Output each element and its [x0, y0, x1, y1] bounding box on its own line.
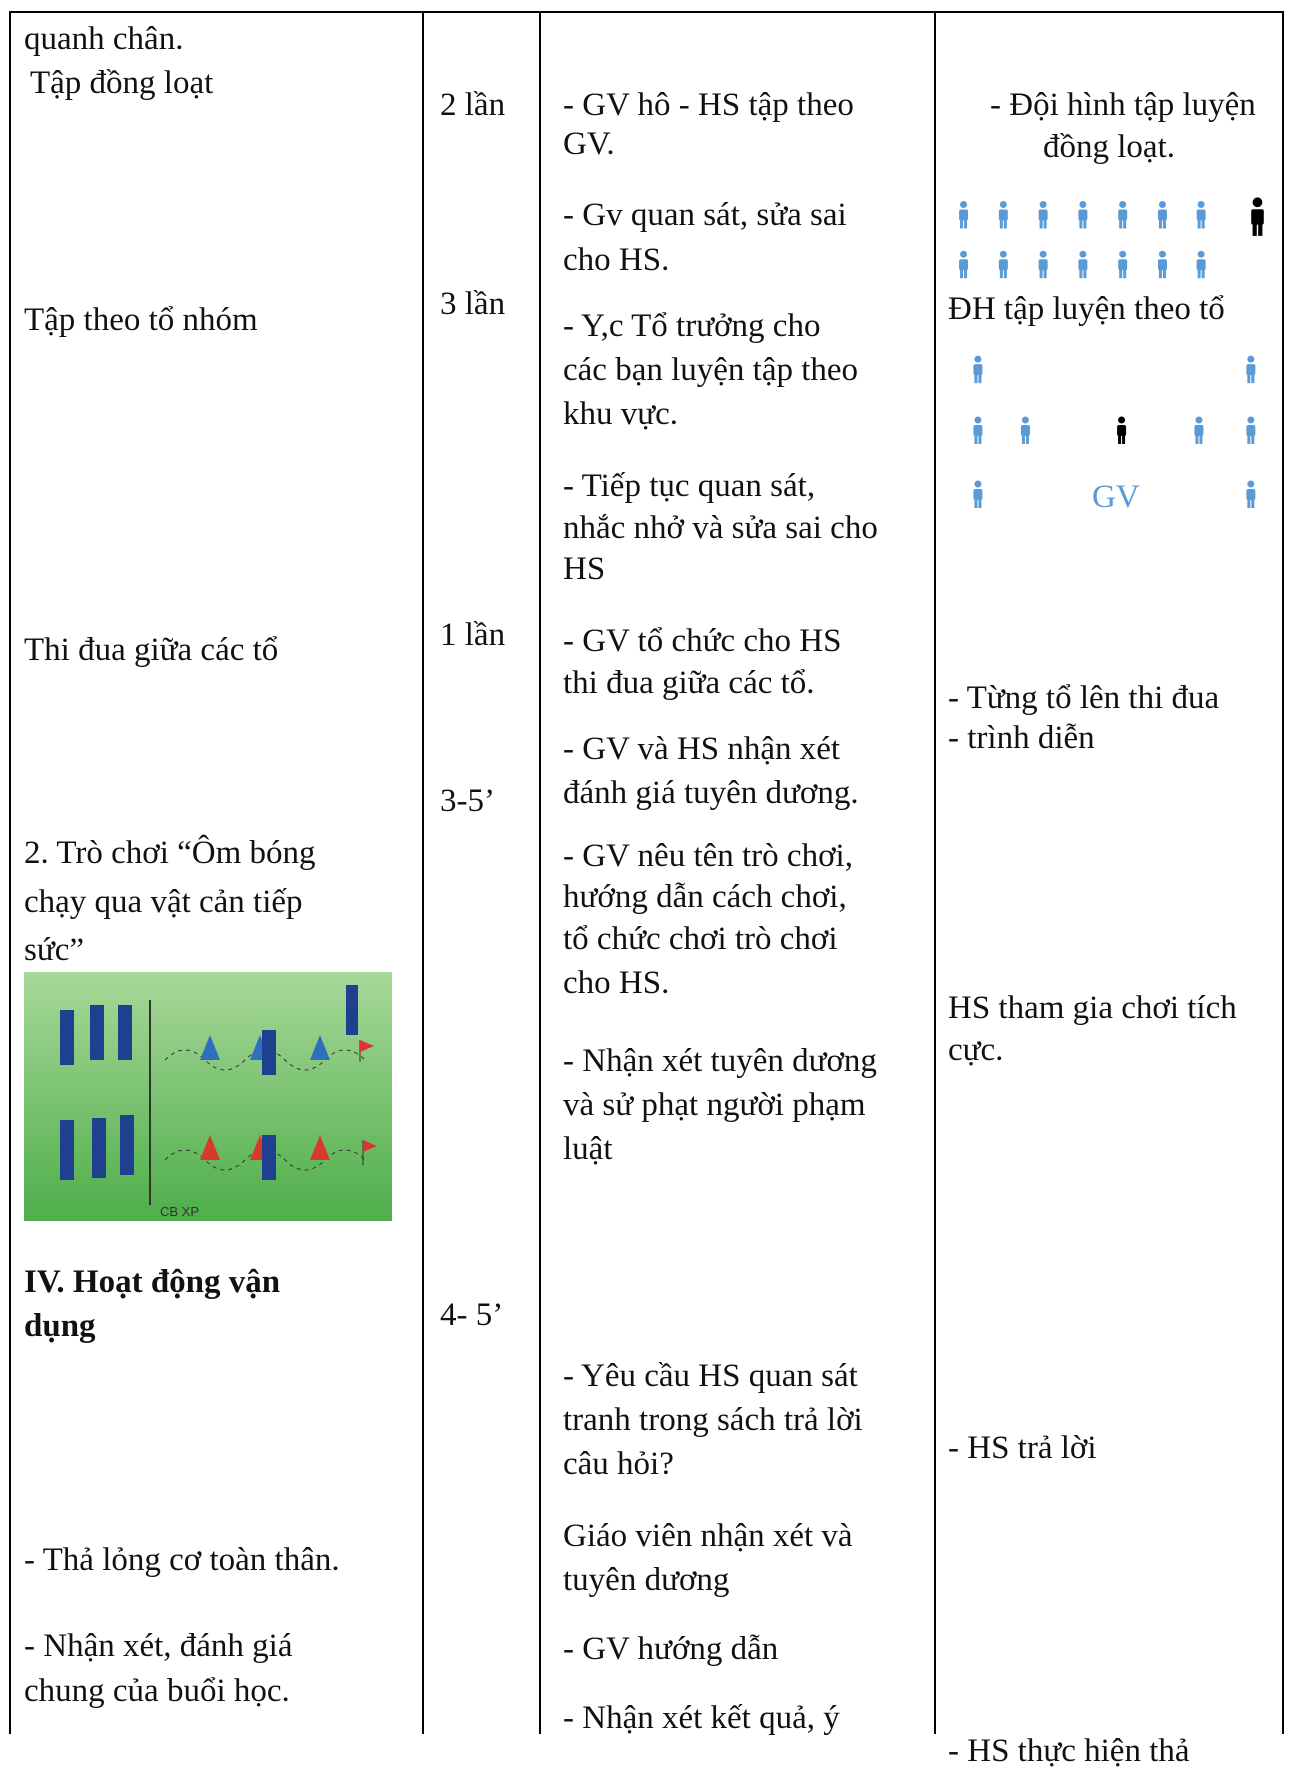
time-text: 3 lần: [440, 285, 506, 322]
teacher-text: cho HS.: [563, 965, 670, 1002]
person-icon: [1196, 250, 1206, 279]
teacher-text: thi đua giữa các tổ.: [563, 664, 815, 701]
person-icon: [1038, 250, 1048, 279]
person-icon: [998, 200, 1008, 229]
time-text: 2 lần: [440, 86, 506, 123]
table-border: [1282, 11, 1284, 1734]
person-icon: [1118, 250, 1128, 279]
content-text: dụng: [24, 1308, 96, 1344]
teacher-text: tranh trong sách trả lời: [563, 1401, 863, 1438]
student-text: ĐH tập luyện theo tổ: [948, 291, 1225, 328]
person-icon: [998, 250, 1008, 279]
column-divider: [539, 11, 541, 1734]
person-icon: [959, 200, 969, 229]
teacher-text: HS: [563, 551, 606, 588]
teacher-text: hướng dẫn cách chơi,: [563, 879, 847, 916]
teacher-text: - Y,c Tổ trưởng cho: [563, 307, 821, 344]
table-top-border: [9, 11, 1284, 13]
content-text: Tập đồng loạt: [30, 64, 214, 101]
teacher-text: - Yêu cầu HS quan sát: [563, 1357, 858, 1394]
person-icon: [1157, 250, 1167, 279]
student-text: cực.: [948, 1031, 1004, 1068]
student-text: - Đội hình tập luyện: [990, 86, 1256, 123]
content-text: sức”: [24, 932, 85, 969]
time-text: 4- 5’: [440, 1296, 504, 1333]
teacher-text: - Gv quan sát, sửa sai: [563, 197, 847, 234]
table-border: [9, 11, 11, 1734]
person-icon: [1246, 480, 1256, 509]
content-text: - Thả lỏng cơ toàn thân.: [24, 1542, 340, 1579]
column-divider: [422, 11, 424, 1734]
content-text: quanh chân.: [24, 20, 184, 57]
person-icon: [1020, 416, 1030, 444]
person-icon: [1078, 250, 1088, 279]
teacher-text: đánh giá tuyên dương.: [563, 775, 859, 812]
student-text: đồng loạt.: [1043, 128, 1175, 165]
image-caption: CB XP: [160, 1204, 200, 1219]
person-icon: [1117, 416, 1127, 444]
teacher-text: các bạn luyện tập theo: [563, 352, 859, 389]
student-text: - HS thực hiện thả: [948, 1733, 1190, 1770]
person-icon: [973, 480, 983, 509]
game-illustration: [24, 972, 392, 1221]
student-text: - Từng tổ lên thi đua: [948, 680, 1220, 717]
page: {"table": { "content": ["quanh chân.", "…: [9, 11, 1284, 1770]
teacher-text: tuyên dương: [563, 1562, 730, 1599]
student-text: GV: [1092, 479, 1140, 516]
content-text: chung của buổi học.: [24, 1672, 290, 1709]
teacher-text: GV.: [563, 125, 615, 162]
content-text: 2. Trò chơi “Ôm bóng: [24, 835, 316, 872]
content-text: chạy qua vật cản tiếp: [24, 883, 303, 920]
teacher-text: Giáo viên nhận xét và: [563, 1517, 853, 1554]
teacher-text: - GV nêu tên trò chơi,: [563, 838, 853, 875]
content-text: IV. Hoạt động vận: [24, 1263, 281, 1300]
teacher-text: - Tiếp tục quan sát,: [563, 468, 816, 505]
teacher-text: - Nhận xét tuyên dương: [563, 1042, 877, 1079]
teacher-text: khu vực.: [563, 396, 679, 433]
person-icon: [1246, 355, 1256, 384]
person-icon: [973, 416, 983, 444]
time-text: 3-5’: [440, 783, 495, 820]
column-divider: [934, 11, 936, 1734]
student-text: - HS trả lời: [948, 1429, 1097, 1466]
student-text: HS tham gia chơi tích: [948, 989, 1237, 1026]
figures: [24, 197, 1264, 1221]
teacher-text: và sử phạt người phạm: [563, 1087, 866, 1123]
person-icon: [1118, 200, 1128, 229]
content-text: - Nhận xét, đánh giá: [24, 1628, 293, 1665]
teacher-text: - GV hướng dẫn: [563, 1630, 779, 1667]
time-text: 1 lần: [440, 617, 506, 654]
person-icon: [1038, 200, 1048, 229]
teacher-text: luật: [563, 1131, 613, 1168]
teacher-text: - GV hô - HS tập theo: [563, 86, 854, 123]
person-icon: [1251, 197, 1264, 236]
person-icon: [1078, 200, 1088, 229]
person-icon: [1194, 416, 1204, 444]
teacher-text: - Nhận xét kết quả, ý: [563, 1700, 840, 1737]
teacher-text: nhắc nhở và sửa sai cho: [563, 510, 878, 547]
person-icon: [973, 355, 983, 384]
content-text: Thi đua giữa các tổ: [24, 631, 279, 668]
teacher-text: - GV tổ chức cho HS: [563, 622, 842, 659]
person-icon: [1157, 200, 1167, 229]
student-text: - trình diễn: [948, 720, 1095, 757]
person-icon: [959, 250, 969, 279]
content-text: Tập theo tổ nhóm: [24, 302, 258, 339]
teacher-text: tổ chức chơi trò chơi: [563, 921, 838, 958]
teacher-text: câu hỏi?: [563, 1446, 674, 1483]
person-icon: [1196, 200, 1206, 229]
teacher-text: - GV và HS nhận xét: [563, 731, 841, 768]
teacher-text: cho HS.: [563, 241, 670, 278]
person-icon: [1246, 416, 1256, 444]
